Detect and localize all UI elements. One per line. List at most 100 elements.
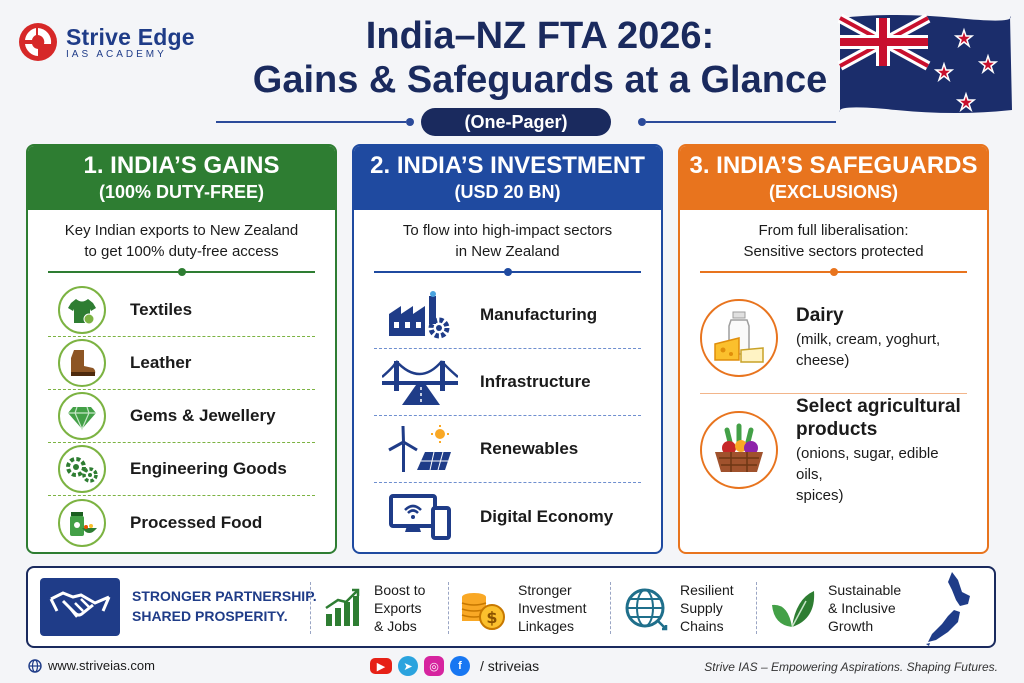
benefit-supply-chains: Resilient Supply Chains <box>622 578 734 638</box>
gains-item-gems: Gems & Jewellery <box>48 390 315 443</box>
benefit-line: Investment <box>518 600 587 616</box>
gains-item-label: Gems & Jewellery <box>130 406 276 425</box>
investment-item-label: Manufacturing <box>480 305 598 324</box>
website-text: www.striveias.com <box>48 658 155 673</box>
facebook-icon[interactable]: f <box>450 656 470 676</box>
investment-item-renewables: Renewables <box>374 416 641 483</box>
gains-item-engineering: Engineering Goods <box>48 443 315 496</box>
social-links: ▶ ➤ ◎ f / striveias <box>370 656 539 676</box>
benefit-text: Stronger Investment Linkages <box>518 581 586 635</box>
dairy-icon <box>700 298 778 377</box>
handshake-icon <box>40 578 120 636</box>
gains-title: 1. INDIA’S GAINS <box>83 152 280 179</box>
bar-divider <box>756 582 757 634</box>
benefit-line: Supply <box>680 600 723 616</box>
benefit-line: Growth <box>828 618 874 634</box>
new-zealand-flag-icon <box>837 13 1012 113</box>
benefit-text: Sustainable & Inclusive Growth <box>828 581 901 635</box>
dairy-details: (milk, cream, yoghurt, cheese) <box>796 329 940 371</box>
gains-desc-line-2: to get 100% duty-free access <box>84 243 279 260</box>
coins-icon: $ <box>461 593 505 630</box>
instagram-icon[interactable]: ◎ <box>424 656 444 676</box>
bar-divider <box>610 582 611 634</box>
gains-item-textiles: Textiles <box>48 284 315 337</box>
benefit-line: & Jobs <box>374 618 417 634</box>
tagline-line-2: SHARED PROSPERITY. <box>132 608 288 624</box>
investment-header: 2. INDIA’S INVESTMENT (USD 20 BN) <box>354 146 661 210</box>
agriculture-details-line-1: (onions, sugar, edible oils, <box>796 444 939 483</box>
divider-dot <box>638 118 646 126</box>
benefit-exports-jobs: Boost to Exports & Jobs <box>322 578 425 638</box>
safeguards-description: From full liberalisation: Sensitive sect… <box>680 220 987 262</box>
gains-subtitle: (100% DUTY-FREE) <box>98 182 265 202</box>
one-pager-badge: (One-Pager) <box>421 108 611 136</box>
investment-item-label: Infrastructure <box>480 372 591 391</box>
diamond-icon <box>58 392 106 440</box>
partnership-tagline: STRONGER PARTNERSHIP. SHARED PROSPERITY. <box>132 586 317 626</box>
gears-icon <box>58 445 106 493</box>
title-line-2: Gains & Safeguards at a Glance <box>252 59 828 101</box>
divider-left <box>216 121 406 123</box>
investment-subtitle: (USD 20 BN) <box>454 182 561 202</box>
investment-title: 2. INDIA’S INVESTMENT <box>370 152 645 179</box>
benefit-line: Linkages <box>518 618 575 634</box>
investment-item-label: Digital Economy <box>480 506 614 526</box>
website-link[interactable]: www.striveias.com <box>28 658 155 673</box>
brand-name: Strive Edge <box>66 24 195 50</box>
benefit-line: Boost to <box>374 582 426 598</box>
jar-bowl-icon <box>58 498 106 547</box>
boot-icon <box>58 339 106 387</box>
benefit-line: Chains <box>680 618 724 634</box>
telegram-icon[interactable]: ➤ <box>398 656 418 676</box>
safeguards-header: 3. INDIA’S SAFEGUARDS (EXCLUSIONS) <box>680 146 987 210</box>
gains-item-label: Processed Food <box>130 512 263 532</box>
benefit-line: & Inclusive <box>828 600 896 616</box>
tshirt-icon <box>58 286 106 334</box>
benefit-text: Resilient Supply Chains <box>680 581 734 635</box>
agriculture-details: (onions, sugar, edible oils, spices) <box>796 443 967 506</box>
page-title: India–NZ FTA 2026: Gains & Safeguards at… <box>230 14 850 102</box>
leaves-icon <box>772 591 815 628</box>
benefit-line: Sustainable <box>828 582 902 598</box>
dairy-details-line-2: cheese) <box>796 352 850 369</box>
gains-item-label: Textiles <box>130 300 193 319</box>
bar-divider <box>310 582 311 634</box>
dairy-title: Dairy <box>796 305 844 326</box>
safeguards-desc-line-2: Sensitive sectors protected <box>743 243 924 260</box>
globe-arrows-icon <box>625 588 668 631</box>
agriculture-details-line-2: spices) <box>796 486 844 504</box>
youtube-icon[interactable]: ▶ <box>370 658 392 674</box>
benefit-sustainable-growth: Sustainable & Inclusive Growth <box>768 578 901 638</box>
new-zealand-map-icon <box>926 572 970 646</box>
benefit-investment-linkages: $ Stronger Investment Linkages <box>460 578 586 638</box>
svg-text:$: $ <box>486 608 497 627</box>
vegetable-basket-icon <box>700 411 778 489</box>
gains-item-leather: Leather <box>48 337 315 390</box>
title-line-1: India–NZ FTA 2026: <box>365 15 715 57</box>
footer: www.striveias.com ▶ ➤ ◎ f / striveias St… <box>0 652 1024 683</box>
divider-right <box>646 121 836 123</box>
benefit-text: Boost to Exports & Jobs <box>374 581 425 635</box>
agriculture-title-line-2: products <box>796 418 878 440</box>
tagline-line-1: STRONGER PARTNERSHIP. <box>132 588 317 604</box>
benefit-line: Exports <box>374 600 422 616</box>
investment-item-label: Renewables <box>480 439 579 458</box>
safeguards-item-agriculture: Select agricultural products (onions, su… <box>700 394 967 506</box>
safeguards-column: 3. INDIA’S SAFEGUARDS (EXCLUSIONS) From … <box>678 144 989 554</box>
growth-chart-icon <box>325 588 360 626</box>
bridge-icon <box>382 354 458 410</box>
gains-description: Key Indian exports to New Zealand to get… <box>28 220 335 262</box>
investment-item-infrastructure: Infrastructure <box>374 349 641 416</box>
subtitle-row: (One-Pager) <box>216 108 836 136</box>
gains-separator <box>48 266 315 276</box>
dairy-details-line-1: (milk, cream, yoghurt, <box>796 331 941 348</box>
social-handle: / striveias <box>480 658 540 674</box>
benefit-line: Stronger <box>518 582 572 598</box>
gains-item-label: Engineering Goods <box>130 459 287 478</box>
safeguards-desc-line-1: From full liberalisation: <box>758 222 909 239</box>
gains-column: 1. INDIA’S GAINS (100% DUTY-FREE) Key In… <box>26 144 337 554</box>
safeguards-subtitle: (EXCLUSIONS) <box>768 182 898 202</box>
safeguards-title: 3. INDIA’S SAFEGUARDS <box>689 152 978 179</box>
footer-motto: Strive IAS – Empowering Aspirations. Sha… <box>704 660 998 674</box>
bar-divider <box>448 582 449 634</box>
